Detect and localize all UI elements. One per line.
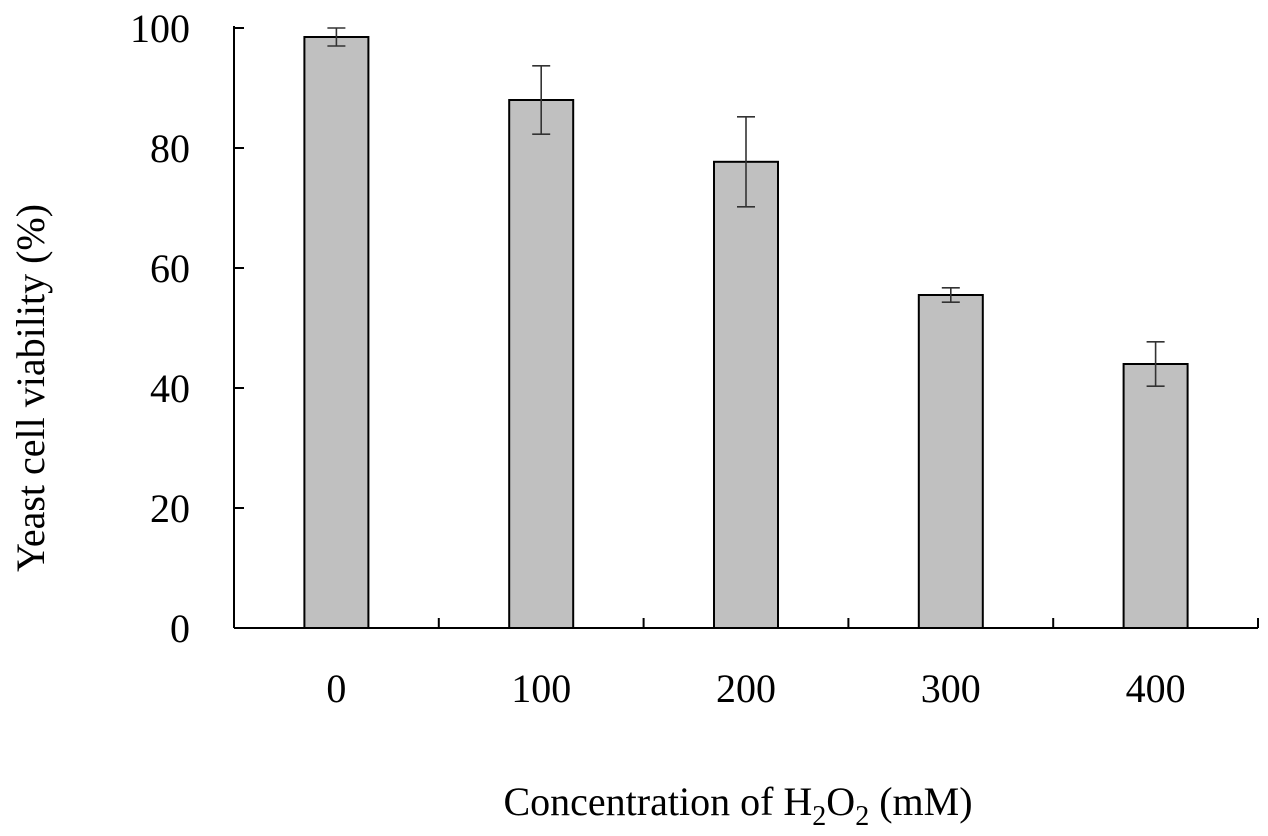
bar-100 <box>508 99 575 629</box>
bar-0 <box>303 36 370 629</box>
error-bar-0 <box>327 27 346 47</box>
y-tick-label: 60 <box>150 246 190 291</box>
x-axis-title-prefix: Concentration of H <box>503 779 812 824</box>
bar-400 <box>1122 363 1189 629</box>
error-bar-300 <box>941 286 960 304</box>
x-tick-label: 200 <box>716 666 776 711</box>
bars-group <box>303 36 1189 630</box>
x-tick-label: 0 <box>326 666 346 711</box>
error-bar-400 <box>1146 340 1165 388</box>
x-axis-title-sub1: 2 <box>812 801 826 832</box>
y-axis-ticks: 0 20 40 60 80 100 <box>130 6 244 651</box>
y-tick-label: 40 <box>150 366 190 411</box>
x-tick-label: 400 <box>1126 666 1186 711</box>
y-tick-label: 0 <box>170 606 190 651</box>
x-axis-title: Concentration of H2O2 (mM) <box>503 779 972 832</box>
x-tick-label: 100 <box>511 666 571 711</box>
x-tick-label: 300 <box>921 666 981 711</box>
x-axis-title-suffix: (mM) <box>869 779 972 824</box>
bar-200 <box>713 160 779 630</box>
x-axis-title-mid: O <box>826 779 855 824</box>
x-axis-ticks: 0 100 200 300 400 <box>233 618 1259 711</box>
error-bars-group <box>327 27 1165 388</box>
y-axis-title: Yeast cell viability (%) <box>8 204 53 572</box>
y-tick-label: 100 <box>130 6 190 51</box>
y-tick-label: 20 <box>150 486 190 531</box>
y-tick-label: 80 <box>150 126 190 171</box>
error-bar-200 <box>737 116 755 208</box>
x-axis-title-sub2: 2 <box>855 801 869 832</box>
error-bar-100 <box>532 65 551 135</box>
bar-300 <box>917 294 984 629</box>
